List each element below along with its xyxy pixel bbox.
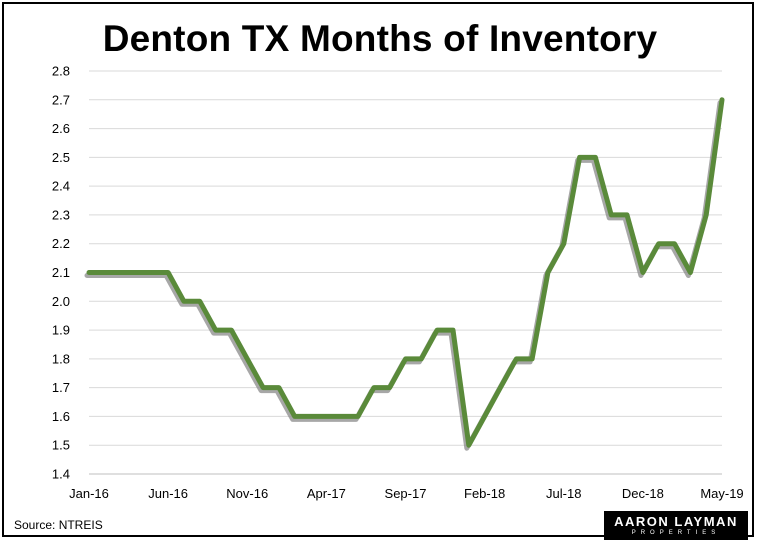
y-tick-label: 2.2 [52,236,70,251]
x-tick-label: Jun-16 [148,486,188,501]
logo-subtext: PROPERTIES [631,530,721,536]
chart-frame [2,2,754,537]
data-point [134,271,138,274]
data-point [514,357,518,361]
y-tick-label: 2.8 [52,64,70,79]
x-tick-label: Jan-16 [69,486,109,501]
y-tick-label: 2.7 [52,92,70,107]
series-layer [84,97,725,451]
y-tick-label: 2.0 [52,294,70,309]
data-point [609,213,613,217]
data-point [87,271,91,274]
x-tick-label: Jul-18 [546,486,581,501]
data-point [119,271,123,274]
data-point [182,299,186,303]
data-point [562,242,566,246]
y-tick-label: 1.9 [52,323,70,338]
y-tick-label: 2.1 [52,265,70,280]
y-tick-label: 1.7 [52,380,70,395]
data-point [372,386,376,390]
data-point [657,242,661,246]
data-point [150,271,154,274]
data-point [198,299,202,303]
data-point [229,328,233,332]
data-point [451,328,455,332]
y-tick-label: 2.4 [52,179,70,194]
x-tick-label: Nov-16 [226,486,268,501]
logo-text: AARON LAYMAN [614,514,738,529]
data-point [277,386,281,390]
data-point [530,357,534,361]
data-point [704,213,708,217]
y-tick-label: 2.5 [52,150,70,165]
y-tick-label: 2.3 [52,207,70,222]
data-point [483,414,487,418]
data-point [578,155,582,159]
y-tick-label: 1.8 [52,351,70,366]
chart-title: Denton TX Months of Inventory [102,18,658,59]
x-tick-label: May-19 [700,486,743,501]
data-point [166,271,170,274]
y-tick-label: 1.5 [52,438,70,453]
data-point [593,155,597,159]
x-tick-label: Dec-18 [622,486,664,501]
x-tick-label: Apr-17 [307,486,346,501]
data-point [404,357,407,361]
data-point [419,357,423,361]
data-point [673,242,677,246]
y-tick-label: 2.6 [52,121,70,136]
data-point [245,357,249,361]
gridlines [89,70,722,475]
data-point [309,414,313,418]
data-point [293,414,297,418]
source-note: Source: NTREIS [14,518,103,532]
data-point [467,443,471,447]
data-point [261,386,265,390]
data-point [214,328,218,332]
series-line-shadow [84,100,723,451]
data-point [103,271,107,274]
data-point [356,414,360,418]
data-point [324,414,328,418]
x-tick-label: Sep-17 [385,486,427,501]
data-point [625,213,629,217]
brand-logo: AARON LAYMAN PROPERTIES [604,511,748,540]
data-point [435,328,439,332]
data-point [340,414,344,418]
data-point [498,386,502,390]
data-point [720,98,724,102]
x-axis: Jan-16 Jun-16 Nov-16 Apr-17 Sep-17 Feb-18 Jul-… [69,486,744,501]
data-point [546,271,550,274]
data-point [388,386,392,390]
y-tick-label: 1.6 [52,409,70,424]
data-point [641,271,645,274]
y-axis: 1.4 1.5 1.6 1.7 1.8 1.9 2.0 2.1 2.2 2.3 2.4 2.5 2.6 2… [52,64,70,482]
data-point [688,271,692,274]
x-tick-label: Feb-18 [464,486,505,501]
y-tick-label: 1.4 [52,467,70,482]
